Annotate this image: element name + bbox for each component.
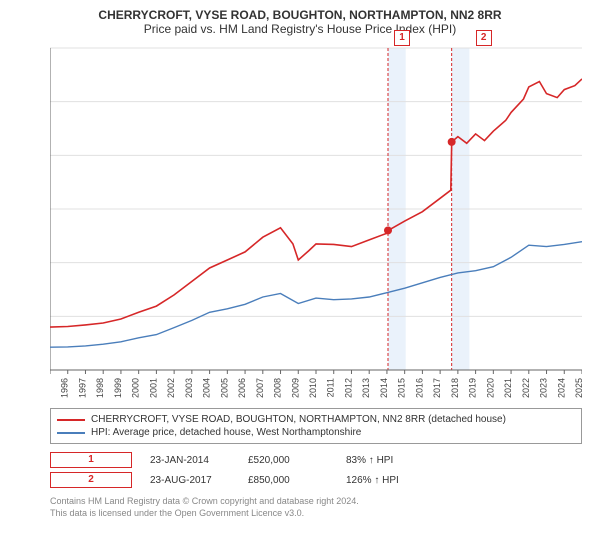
title-subtitle: Price paid vs. HM Land Registry's House …: [10, 22, 590, 36]
svg-text:2012: 2012: [343, 378, 353, 398]
svg-text:2005: 2005: [219, 378, 229, 398]
svg-text:2002: 2002: [166, 378, 176, 398]
svg-text:2023: 2023: [539, 378, 549, 398]
sale-date: 23-AUG-2017: [150, 475, 230, 486]
svg-text:2025: 2025: [574, 378, 582, 398]
legend-label: HPI: Average price, detached house, West…: [91, 427, 361, 438]
svg-text:2016: 2016: [414, 378, 424, 398]
chart-svg: £0£200K£400K£600K£800K£1M£1.2M1995199619…: [50, 42, 582, 402]
chart-area: £0£200K£400K£600K£800K£1M£1.2M1995199619…: [50, 42, 582, 402]
svg-text:2006: 2006: [237, 378, 247, 398]
svg-text:1996: 1996: [60, 378, 70, 398]
legend-label: CHERRYCROFT, VYSE ROAD, BOUGHTON, NORTHA…: [91, 414, 506, 425]
svg-text:2020: 2020: [485, 378, 495, 398]
svg-text:2010: 2010: [308, 378, 318, 398]
sale-price: £850,000: [248, 475, 328, 486]
svg-text:2024: 2024: [556, 378, 566, 398]
svg-text:2008: 2008: [273, 378, 283, 398]
svg-text:2007: 2007: [255, 378, 265, 398]
svg-text:2013: 2013: [361, 378, 371, 398]
svg-text:2018: 2018: [450, 378, 460, 398]
footer-line: This data is licensed under the Open Gov…: [50, 508, 582, 520]
footer: Contains HM Land Registry data © Crown c…: [50, 496, 582, 519]
svg-text:1999: 1999: [113, 378, 123, 398]
sale-marker: 1: [50, 452, 132, 468]
svg-text:2021: 2021: [503, 378, 513, 398]
svg-text:2001: 2001: [148, 378, 158, 398]
callout-marker: 1: [394, 30, 410, 46]
legend-row: HPI: Average price, detached house, West…: [57, 426, 575, 439]
sales-table: 1 23-JAN-2014 £520,000 83% ↑ HPI 2 23-AU…: [50, 450, 582, 490]
callout-marker: 2: [476, 30, 492, 46]
sale-row: 2 23-AUG-2017 £850,000 126% ↑ HPI: [50, 470, 582, 490]
sale-pct: 126% ↑ HPI: [346, 475, 426, 486]
footer-line: Contains HM Land Registry data © Crown c…: [50, 496, 582, 508]
svg-text:2014: 2014: [379, 378, 389, 398]
sale-row: 1 23-JAN-2014 £520,000 83% ↑ HPI: [50, 450, 582, 470]
svg-text:2003: 2003: [184, 378, 194, 398]
svg-text:2015: 2015: [397, 378, 407, 398]
legend-row: CHERRYCROFT, VYSE ROAD, BOUGHTON, NORTHA…: [57, 413, 575, 426]
title-address: CHERRYCROFT, VYSE ROAD, BOUGHTON, NORTHA…: [10, 8, 590, 22]
sale-price: £520,000: [248, 455, 328, 466]
svg-text:2009: 2009: [290, 378, 300, 398]
titles: CHERRYCROFT, VYSE ROAD, BOUGHTON, NORTHA…: [0, 0, 600, 38]
sale-date: 23-JAN-2014: [150, 455, 230, 466]
svg-text:1997: 1997: [77, 378, 87, 398]
svg-text:2017: 2017: [432, 378, 442, 398]
sale-marker: 2: [50, 472, 132, 488]
sale-pct: 83% ↑ HPI: [346, 455, 426, 466]
svg-text:2019: 2019: [468, 378, 478, 398]
legend-swatch: [57, 432, 85, 434]
svg-text:1995: 1995: [50, 378, 52, 398]
svg-text:2022: 2022: [521, 378, 531, 398]
svg-text:2000: 2000: [131, 378, 141, 398]
svg-text:2004: 2004: [202, 378, 212, 398]
svg-text:1998: 1998: [95, 378, 105, 398]
legend: CHERRYCROFT, VYSE ROAD, BOUGHTON, NORTHA…: [50, 408, 582, 444]
svg-text:2011: 2011: [326, 378, 336, 397]
figure: CHERRYCROFT, VYSE ROAD, BOUGHTON, NORTHA…: [0, 0, 600, 560]
legend-swatch: [57, 419, 85, 421]
